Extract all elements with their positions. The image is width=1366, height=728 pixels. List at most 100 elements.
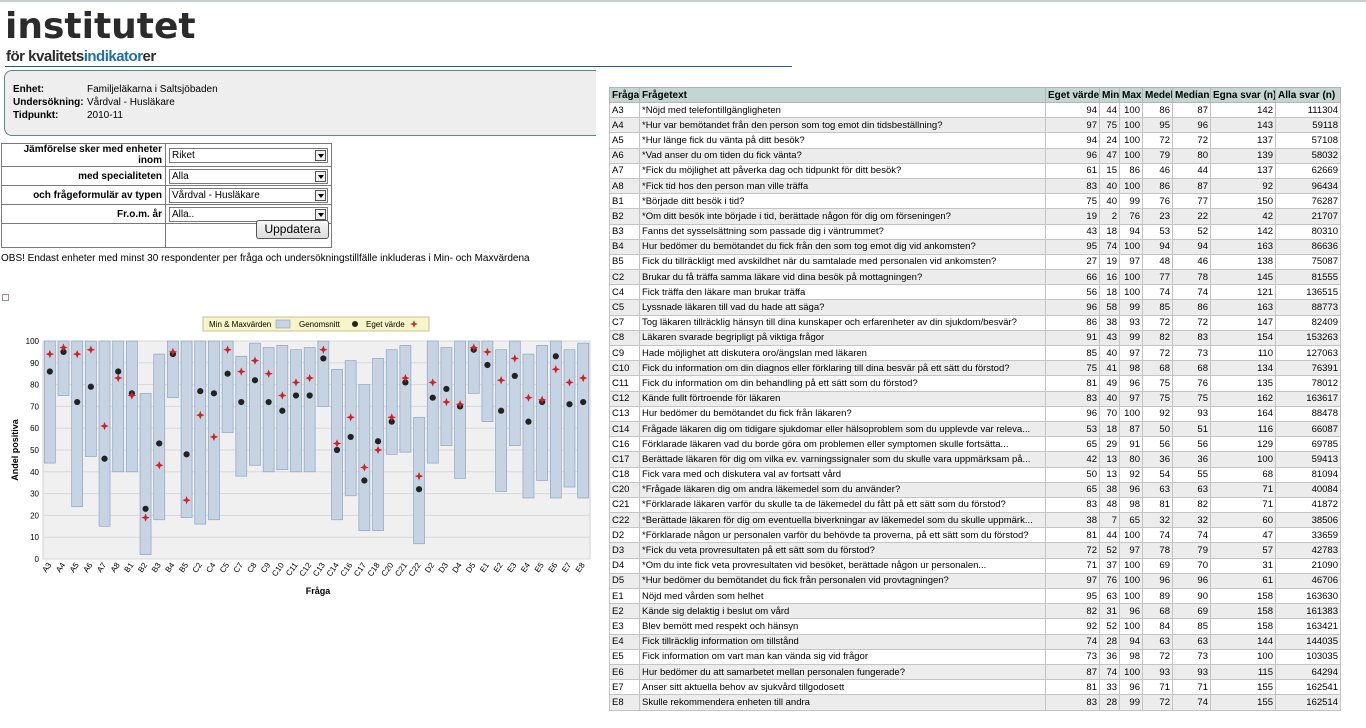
- value-cell: 22: [1172, 208, 1211, 225]
- range-bar: [262, 347, 275, 473]
- value-cell: 68: [1210, 466, 1276, 483]
- form-empty-cell: [1, 223, 166, 248]
- value-cell: 93: [1172, 405, 1211, 422]
- chevron-down-icon[interactable]: [315, 149, 326, 161]
- x-tick-label: E7: [560, 561, 573, 575]
- value-cell: 33: [1099, 679, 1120, 696]
- value-cell: 142: [1210, 101, 1276, 119]
- chevron-down-icon[interactable]: [315, 170, 326, 182]
- value-cell: 41: [1099, 360, 1120, 377]
- value-cell: 99: [1119, 299, 1143, 316]
- value-cell: 44: [1172, 162, 1211, 179]
- chevron-down-icon[interactable]: [315, 208, 326, 220]
- value-cell: 38: [1099, 481, 1120, 498]
- own-value-point: [401, 373, 410, 383]
- value-cell: 63: [1142, 633, 1173, 650]
- own-value-point: [442, 397, 451, 407]
- table-row: A5 *Hur länge fick du vänta på ditt besök…: [609, 132, 1341, 149]
- value-cell: 47: [1210, 527, 1276, 544]
- from-select[interactable]: Alla..: [169, 206, 328, 222]
- jamforelse-select[interactable]: Riket: [169, 147, 328, 163]
- question-text-cell: *Fick du möjlighet att påverka dag och t…: [639, 162, 1046, 179]
- mean-point: [224, 370, 231, 377]
- logo-sub-b: indikator: [83, 48, 143, 65]
- value-cell: 47: [1099, 147, 1120, 164]
- update-button[interactable]: Uppdatera: [256, 220, 329, 239]
- x-tick-label: B4: [164, 561, 177, 575]
- question-id-cell: B1: [609, 193, 640, 210]
- value-cell: 72: [1172, 132, 1211, 149]
- own-value-point: [209, 432, 219, 442]
- value-cell: 31: [1210, 557, 1276, 574]
- value-cell: 75: [1172, 390, 1211, 407]
- value-cell: 63: [1099, 587, 1120, 605]
- value-cell: 96: [1172, 572, 1211, 590]
- range-bar: [221, 340, 234, 433]
- formular-select[interactable]: Vårdval - Husläkare: [169, 187, 328, 203]
- question-text-cell: Skulle rekommendera enheten till andra: [639, 694, 1046, 711]
- value-cell: 82409: [1275, 314, 1341, 331]
- value-cell: 162541: [1275, 679, 1341, 696]
- chart-toggle-icon[interactable]: [2, 294, 9, 301]
- value-cell: 81: [1045, 375, 1100, 392]
- question-id-cell: C10: [609, 360, 640, 377]
- value-cell: 38: [1045, 512, 1100, 529]
- range-bar: [98, 340, 111, 527]
- value-cell: 142: [1210, 223, 1276, 240]
- own-value-point: [45, 349, 55, 359]
- value-cell: 19: [1099, 253, 1120, 271]
- range-bar: [290, 349, 302, 473]
- value-cell: 96: [1142, 572, 1173, 590]
- x-tick-label: E6: [546, 561, 559, 575]
- mean-point: [511, 372, 518, 379]
- own-value-point: [264, 369, 273, 378]
- question-text-cell: *Berättade läkaren för dig om eventuella…: [639, 512, 1046, 529]
- value-cell: 100: [1119, 557, 1143, 574]
- value-cell: 88478: [1275, 405, 1341, 422]
- own-value-point: [168, 347, 178, 357]
- value-cell: 94: [1119, 633, 1143, 650]
- value-cell: 79: [1142, 147, 1173, 164]
- table-row: B2 *Om ditt besök inte började i tid, ber…: [609, 208, 1341, 225]
- value-cell: 54: [1142, 466, 1173, 483]
- x-tick-label: A4: [54, 561, 67, 575]
- table-row: C14 Frågade läkaren dig om tidigare sjukd…: [609, 420, 1341, 438]
- range-bar: [344, 360, 357, 497]
- value-cell: 46: [1142, 162, 1173, 179]
- mean-point: [251, 377, 259, 384]
- value-cell: 163630: [1275, 587, 1341, 605]
- value-cell: 76391: [1275, 360, 1341, 377]
- value-cell: 75: [1142, 375, 1173, 392]
- value-cell: 135: [1210, 375, 1276, 392]
- mean-point: [183, 451, 190, 458]
- question-text-cell: Blev bemött med respekt och hänsyn: [639, 618, 1046, 635]
- own-value-point: [196, 410, 205, 420]
- value-cell: 78: [1142, 542, 1173, 559]
- value-cell: 46: [1172, 253, 1211, 271]
- value-cell: 62669: [1275, 162, 1341, 179]
- value-cell: 58: [1099, 299, 1120, 316]
- mean-point: [101, 455, 108, 462]
- table-row: E2 Kände sig delaktig i beslut om vård 82 3…: [609, 603, 1341, 620]
- value-cell: 49: [1099, 375, 1120, 392]
- value-cell: 61: [1210, 572, 1276, 590]
- table-row: E5 Fick information om vart man kan vända…: [609, 648, 1341, 665]
- own-value-point: [387, 413, 396, 422]
- chevron-down-icon[interactable]: [315, 189, 326, 201]
- value-cell: 87: [1045, 663, 1100, 681]
- question-text-cell: Fick träffa den läkare man brukar träffa: [639, 284, 1046, 301]
- logo-subtitle: för kvalitetsindikatorer: [6, 48, 156, 65]
- column-header: Median: [1172, 87, 1211, 103]
- value-cell: 21707: [1275, 208, 1341, 225]
- table-row: A8 *Fick tid hos den person man ville trä…: [609, 177, 1341, 195]
- value-cell: 100: [1119, 117, 1143, 134]
- range-bar: [194, 340, 207, 525]
- x-tick-label: A6: [82, 561, 95, 575]
- own-value-point: [360, 463, 369, 472]
- value-cell: 103035: [1275, 648, 1341, 665]
- own-value-point: [524, 393, 533, 402]
- value-cell: 75087: [1275, 253, 1341, 271]
- value-cell: 163: [1210, 299, 1276, 316]
- specialitet-select[interactable]: Alla: [169, 168, 328, 184]
- mean-point: [525, 418, 532, 425]
